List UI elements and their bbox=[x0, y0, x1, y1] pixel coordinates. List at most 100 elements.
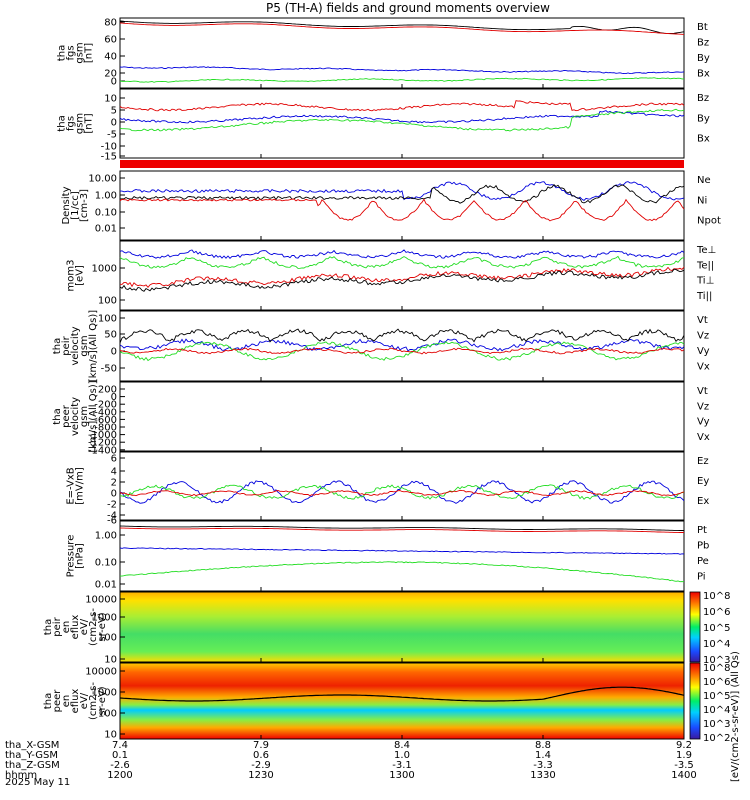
footer-value: 1.4 bbox=[535, 750, 551, 761]
trace-Bz-2 bbox=[119, 100, 685, 112]
y-tick-label: 0.10 bbox=[95, 558, 117, 569]
colorbar-tick-label: 10^6 bbox=[703, 677, 730, 688]
colorbar-tick-label: 10^3 bbox=[703, 719, 730, 730]
y-axis-label: tha bbox=[43, 693, 54, 709]
y-tick-label: 0 bbox=[111, 489, 117, 500]
trace-Te-par bbox=[119, 268, 685, 292]
footer-row-label: hhmm bbox=[5, 770, 37, 781]
legend-entry: Pt bbox=[697, 525, 707, 536]
trace-spacecraft-potential bbox=[119, 686, 685, 702]
y-tick-label: -400 bbox=[94, 407, 117, 418]
y-tick-label: 100 bbox=[98, 314, 117, 325]
footer-date: 2025 May 11 bbox=[5, 777, 70, 788]
colorbar-tick-label: 10^8 bbox=[703, 591, 730, 602]
y-axis-label: [eV] bbox=[75, 265, 86, 286]
y-axis-label: fgs bbox=[66, 116, 77, 131]
legend-entry: Npot bbox=[697, 216, 721, 227]
y-tick-label: -1400 bbox=[88, 445, 117, 456]
panel-10: 10000 1000 100 10 thapeerenefluxeV/(cm2-s-sr… bbox=[43, 662, 685, 741]
y-axis-label: tha bbox=[43, 619, 54, 635]
y-tick-label: -2 bbox=[107, 500, 117, 511]
y-axis-label: en bbox=[61, 695, 72, 708]
legend-entry: Pb bbox=[697, 541, 709, 552]
legend-entry: Pi bbox=[697, 572, 706, 583]
footer-value: 1.9 bbox=[676, 750, 692, 761]
trace-Ey bbox=[119, 484, 685, 500]
legend-entry: Ti⊥ bbox=[696, 276, 714, 287]
trace-Ez bbox=[119, 489, 685, 497]
panel-4: 1000 100 mom3[eV] Te⊥ Te|| Ti⊥ Ti|| bbox=[66, 240, 716, 311]
legend-entry: Vx bbox=[697, 432, 710, 443]
y-tick-label: 0.10 bbox=[95, 208, 117, 219]
y-tick-label: -6 bbox=[107, 516, 117, 527]
colorbar-tick-label: 10^5 bbox=[703, 623, 730, 634]
y-axis-label: gsm bbox=[79, 335, 90, 356]
legend-entry: Ne bbox=[697, 175, 711, 186]
footer-row-label: tha_Y-GSM bbox=[5, 750, 58, 761]
y-axis-label: tha bbox=[57, 45, 68, 61]
trace-By-2 bbox=[119, 108, 685, 132]
footer-value: 0.1 bbox=[112, 750, 128, 761]
trace-Npot bbox=[120, 181, 685, 201]
y-axis-label: Pressure bbox=[66, 535, 77, 578]
legend-entry: Te⊥ bbox=[696, 245, 716, 256]
colorbar-ticks: 10^810^610^510^410^310^810^610^510^410^3… bbox=[703, 591, 730, 744]
legend-entry: Vy bbox=[697, 346, 710, 357]
y-tick-label: 100 bbox=[98, 296, 117, 307]
footer-value: 1230 bbox=[248, 770, 273, 781]
y-axis-label: [mV/m] bbox=[75, 467, 86, 505]
colorbar-tick-label: 10^8 bbox=[703, 663, 730, 674]
panel-frame bbox=[119, 88, 685, 159]
y-tick-label: 10.00 bbox=[88, 174, 117, 185]
y-axis-label: tha bbox=[57, 115, 68, 131]
footer-value: -3.5 bbox=[674, 760, 694, 771]
legend-entry: Ex bbox=[697, 496, 709, 507]
panel-frame bbox=[119, 17, 685, 89]
y-axis-label: gsm bbox=[79, 406, 90, 427]
y-axis-label: gsm bbox=[75, 113, 86, 134]
colorbar-lower bbox=[689, 662, 701, 740]
y-axis-label: peer bbox=[52, 689, 63, 713]
panel-frame bbox=[119, 170, 685, 241]
y-tick-label: -50 bbox=[101, 364, 117, 375]
panel-frame bbox=[119, 310, 685, 382]
footer-row-label: tha_X-GSM bbox=[5, 740, 59, 751]
y-tick-label: 10000 bbox=[85, 595, 117, 606]
footer-value: -2.6 bbox=[110, 760, 130, 771]
panel-2 bbox=[120, 160, 684, 168]
footer-value: 8.4 bbox=[394, 740, 410, 751]
y-tick-label: 80 bbox=[104, 18, 117, 29]
legend-entry: Bz bbox=[697, 93, 709, 104]
y-tick-label: -200 bbox=[94, 400, 117, 411]
trace-Bx bbox=[119, 66, 685, 75]
legend-entry: Ey bbox=[697, 476, 709, 487]
trace-Te-perp bbox=[119, 266, 685, 289]
y-axis-label: peir bbox=[52, 616, 63, 636]
y-tick-label: 100 bbox=[98, 709, 117, 720]
y-tick-label: 2 bbox=[111, 478, 117, 489]
legend-entry: Bt bbox=[697, 22, 708, 33]
y-tick-label: 1.00 bbox=[95, 191, 117, 202]
trace-Ex bbox=[119, 480, 685, 504]
y-axis-label: mom3 bbox=[66, 260, 77, 292]
legend-entry: Ti|| bbox=[696, 291, 712, 302]
footer-value: 0.6 bbox=[253, 750, 269, 761]
y-tick-label: 1000 bbox=[92, 264, 117, 275]
y-axis-label: [nT] bbox=[84, 43, 95, 63]
y-axis-label: eflux bbox=[70, 615, 81, 640]
flag-bar bbox=[120, 160, 684, 168]
footer-value: 1.0 bbox=[394, 750, 410, 761]
y-axis-label: [cm-3] bbox=[79, 189, 90, 222]
y-tick-label: -800 bbox=[94, 423, 117, 434]
panel-8: 1.00 0.10 0.01 Pressure[nPa] Pt Pb Pe Pi bbox=[66, 520, 709, 592]
y-axis-label: (cm2-s- bbox=[88, 682, 99, 720]
y-axis-label: Density bbox=[61, 186, 72, 224]
y-tick-label: 1000 bbox=[92, 613, 117, 624]
trace-Ti-perp bbox=[119, 249, 685, 259]
y-tick-label: -15 bbox=[101, 152, 117, 163]
legend-entry: Pe bbox=[697, 556, 709, 567]
legend-entry: Vz bbox=[697, 401, 709, 412]
y-tick-label: -10 bbox=[101, 142, 117, 153]
ion-spectrogram bbox=[120, 592, 684, 662]
